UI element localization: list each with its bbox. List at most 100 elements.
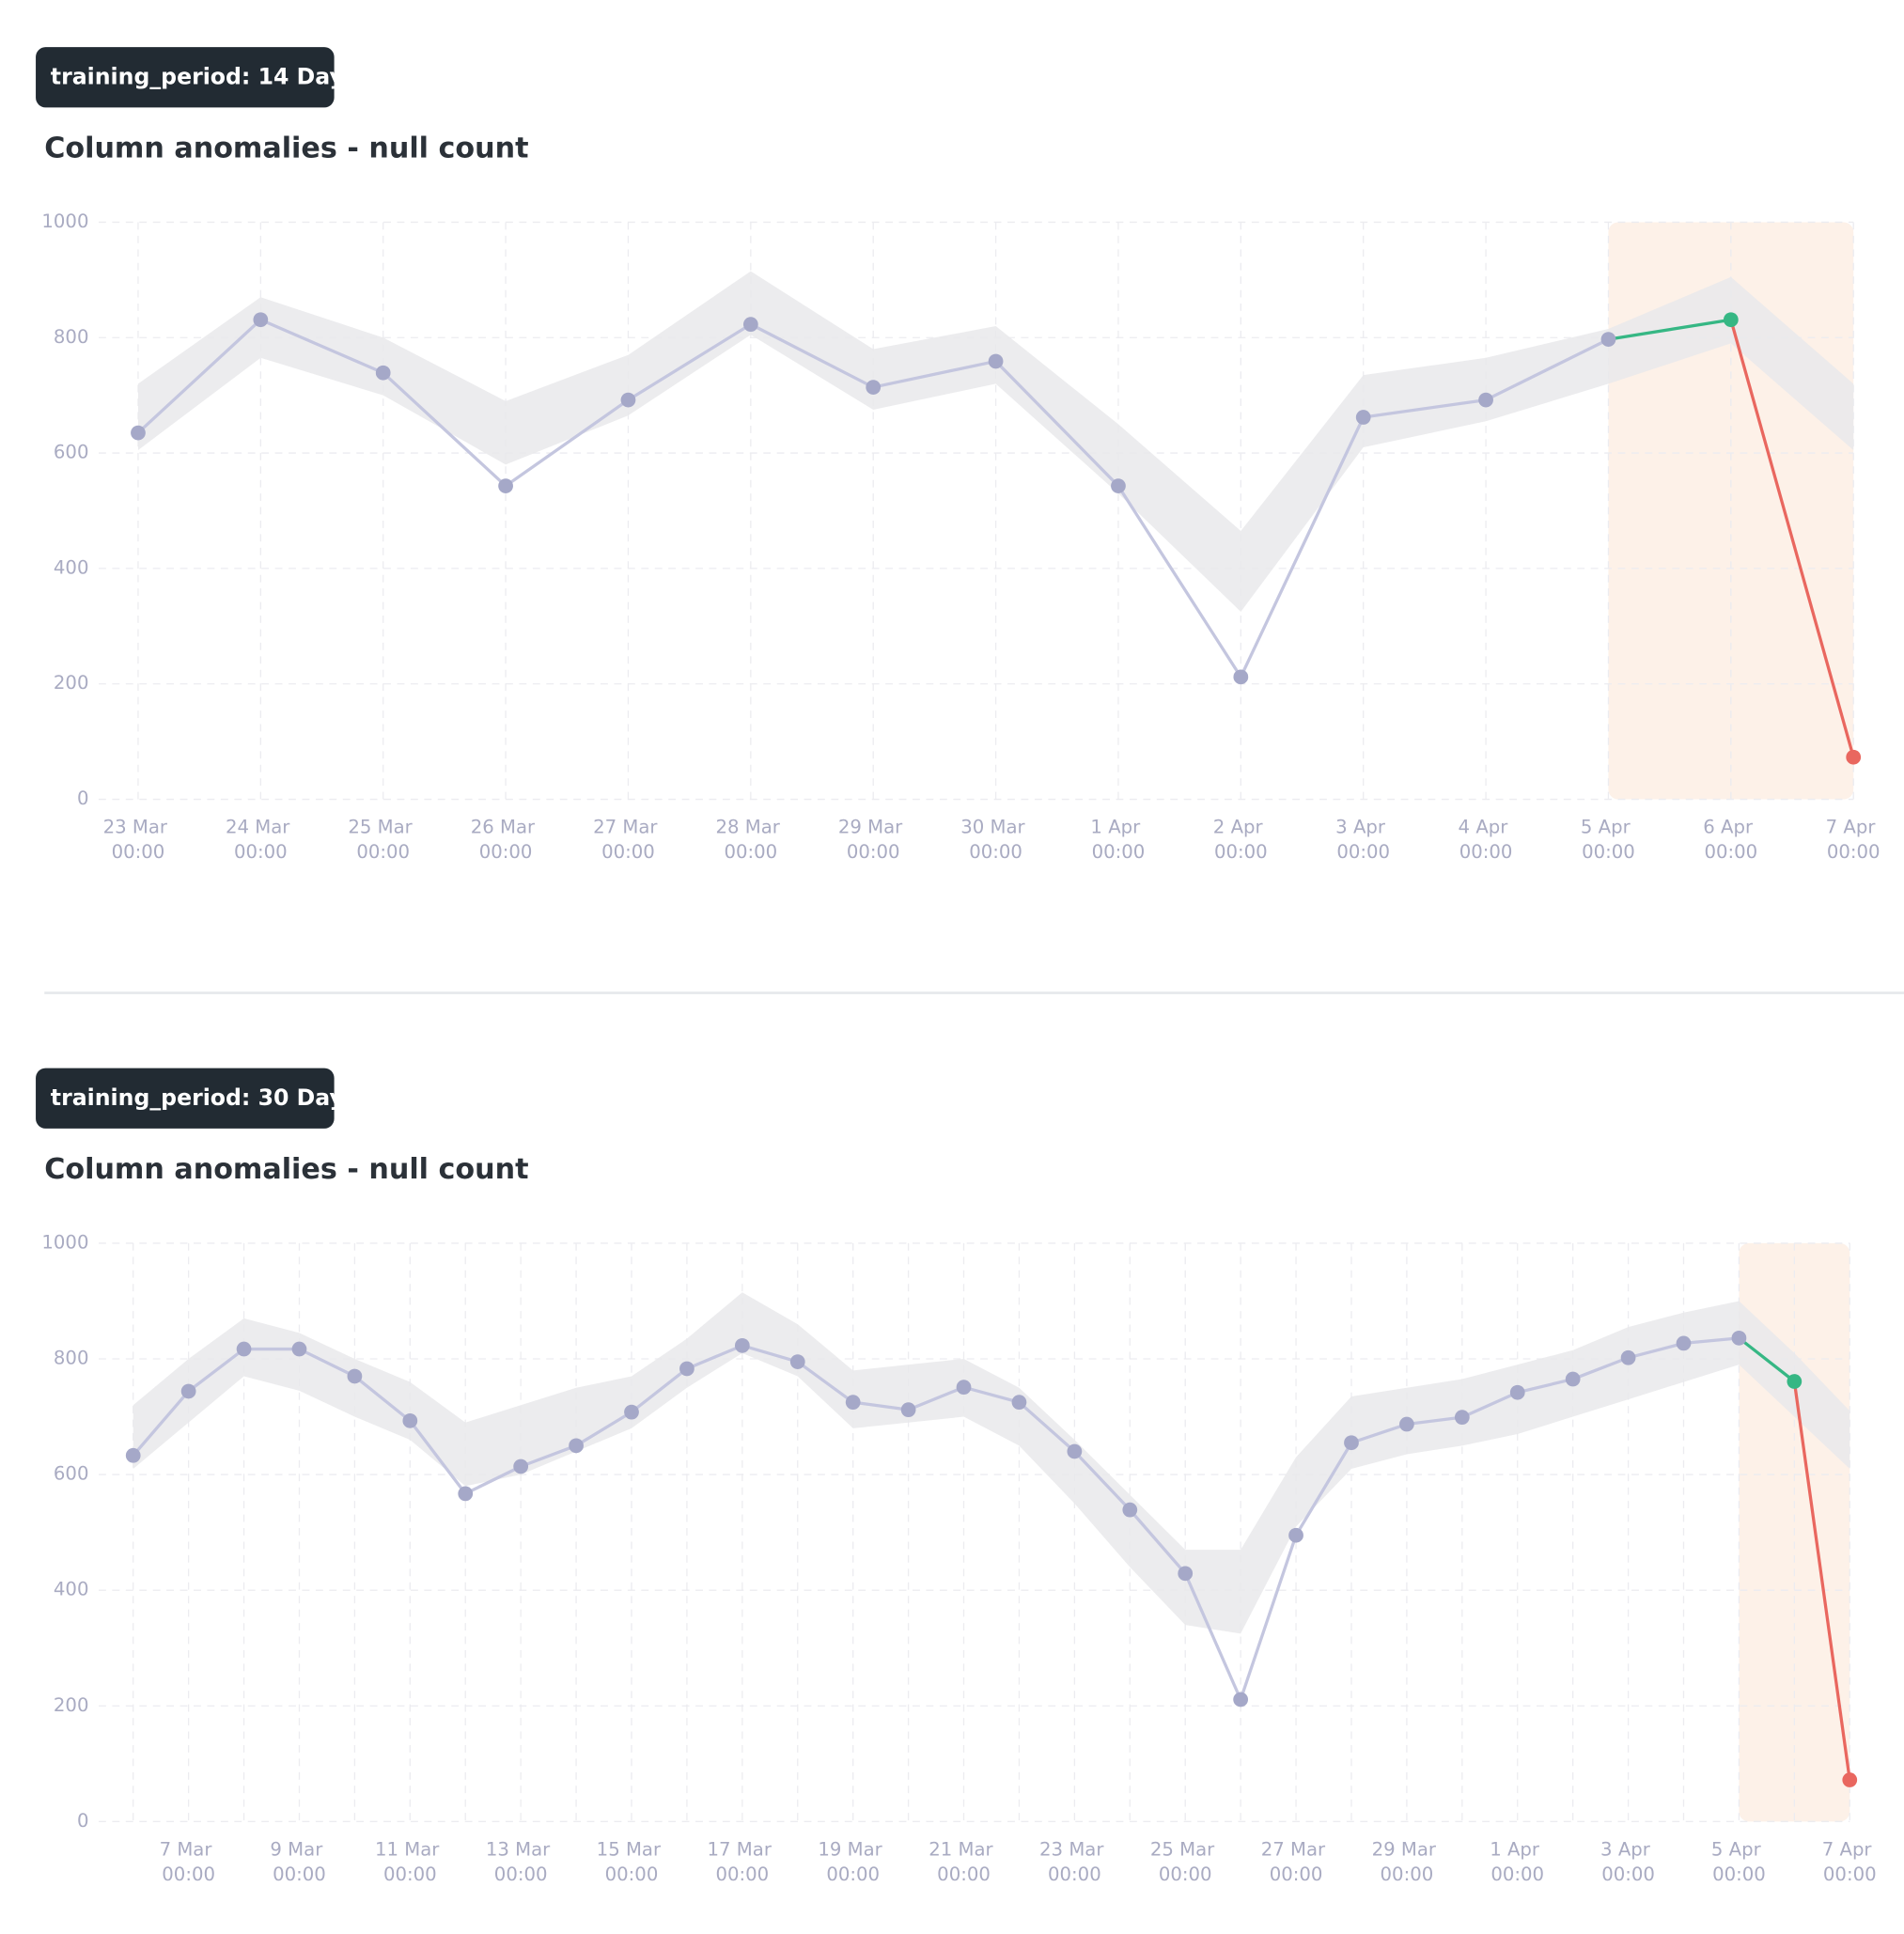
data-point: [1233, 1692, 1249, 1708]
line-segment: [963, 1385, 1020, 1404]
x-tick-label: 25 Mar 00:00: [1150, 1838, 1221, 1884]
x-tick-label: 2 Apr 00:00: [1213, 816, 1269, 862]
data-point: [131, 425, 146, 441]
data-point: [347, 1368, 363, 1384]
data-point: [569, 1438, 584, 1454]
data-point: [1620, 1349, 1636, 1365]
data-point: [1454, 1410, 1470, 1426]
data-point: [375, 365, 391, 381]
x-tick-label: 25 Mar 00:00: [348, 816, 418, 862]
y-tick-label: 0: [77, 788, 89, 809]
x-tick-label: 29 Mar 00:00: [838, 816, 909, 862]
line-segment: [1628, 1341, 1684, 1360]
y-tick-label: 400: [54, 556, 89, 578]
data-point: [1233, 669, 1249, 685]
data-point: [1122, 1502, 1138, 1518]
x-tick-label: 11 Mar 00:00: [375, 1838, 445, 1884]
line-segment: [1792, 1380, 1851, 1781]
line-segment: [994, 360, 1120, 488]
y-tick-label: 600: [54, 442, 89, 463]
data-point: [1842, 1772, 1858, 1787]
data-point: [1509, 1384, 1525, 1400]
line-segment: [750, 322, 874, 389]
line-segment: [505, 398, 630, 488]
expected-range: [133, 1292, 1850, 1634]
line-segment: [1350, 1422, 1408, 1444]
data-point: [1355, 410, 1371, 425]
data-point: [679, 1361, 694, 1377]
data-point: [1723, 312, 1739, 328]
line-segment: [136, 319, 262, 434]
y-tick-label: 1000: [41, 1231, 88, 1253]
data-point: [1846, 749, 1862, 765]
line-segment: [575, 1411, 632, 1447]
data-point: [900, 1402, 916, 1418]
chart-title: Column anomalies - null count: [44, 1153, 528, 1186]
x-tick-label: 15 Mar 00:00: [597, 1838, 667, 1884]
y-tick-label: 200: [54, 1694, 89, 1716]
data-point: [1565, 1371, 1581, 1387]
x-tick-label: 26 Mar 00:00: [471, 816, 541, 862]
x-tick-label: 4 Apr 00:00: [1459, 816, 1514, 862]
line-segment: [298, 1348, 356, 1378]
line-segment: [1461, 1391, 1519, 1419]
x-tick-label: 9 Mar 00:00: [270, 1838, 328, 1884]
line-segment: [464, 1465, 522, 1495]
line-segment: [1363, 398, 1487, 419]
data-point: [845, 1395, 861, 1411]
x-tick-label: 13 Mar 00:00: [486, 1838, 556, 1884]
x-tick-label: 7 Apr 00:00: [1822, 1838, 1878, 1884]
badge-label: training_period: 14 Days: [51, 63, 357, 89]
line-segment: [1406, 1415, 1463, 1427]
data-point: [513, 1458, 529, 1474]
x-tick-label: 17 Mar 00:00: [708, 1838, 778, 1884]
chart: training_period: 14 Days Column anomalies…: [36, 47, 1881, 862]
line-segment: [1608, 318, 1732, 341]
data-point: [1600, 332, 1616, 347]
y-tick-label: 600: [54, 1463, 89, 1485]
line-segment: [907, 1385, 965, 1412]
x-tick-label: 29 Mar 00:00: [1372, 1838, 1443, 1884]
data-point: [1787, 1374, 1803, 1389]
chart-title: Column anomalies - null count: [44, 133, 528, 165]
data-point: [742, 317, 758, 333]
line-segment: [1073, 1450, 1131, 1511]
y-tick-label: 0: [77, 1810, 89, 1832]
line-segment: [1517, 1377, 1574, 1395]
x-tick-label: 30 Mar 00:00: [960, 816, 1031, 862]
data-point: [253, 312, 269, 328]
x-tick-label: 24 Mar 00:00: [226, 816, 296, 862]
line-segment: [409, 1419, 467, 1495]
line-segment: [872, 359, 996, 389]
data-point: [1178, 1566, 1194, 1582]
line-segment: [1018, 1400, 1076, 1453]
data-point: [1478, 392, 1493, 408]
x-tick-label: 23 Mar 00:00: [1039, 1838, 1110, 1884]
data-point: [866, 380, 882, 395]
data-point: [458, 1486, 474, 1502]
line-segment: [1239, 416, 1366, 678]
data-point: [1288, 1527, 1303, 1543]
data-point: [956, 1380, 972, 1396]
line-segment: [520, 1443, 577, 1469]
x-tick-label: 7 Apr 00:00: [1826, 816, 1881, 862]
line-segment: [382, 371, 507, 488]
x-tick-label: 3 Apr 00:00: [1600, 1838, 1656, 1884]
x-tick-label: 5 Apr 00:00: [1581, 816, 1636, 862]
data-point: [402, 1412, 418, 1428]
line-segment: [796, 1360, 854, 1404]
data-point: [734, 1337, 750, 1353]
y-tick-label: 200: [54, 672, 89, 694]
line-segment: [630, 1367, 688, 1413]
x-tick-label: 5 Apr 00:00: [1711, 1838, 1767, 1884]
data-point: [1344, 1435, 1359, 1451]
line-segment: [1239, 1535, 1298, 1701]
data-point: [180, 1383, 196, 1399]
data-point: [620, 392, 636, 408]
y-tick-label: 1000: [41, 211, 88, 232]
data-point: [988, 353, 1004, 369]
x-tick-label: 7 Mar 00:00: [160, 1838, 218, 1884]
line-segment: [1129, 1508, 1187, 1575]
data-point: [789, 1354, 805, 1369]
